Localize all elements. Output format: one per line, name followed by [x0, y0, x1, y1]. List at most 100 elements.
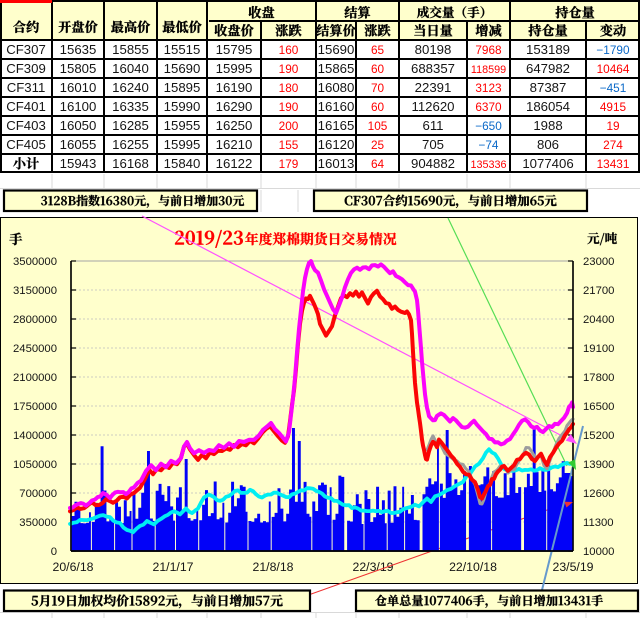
svg-text:CF311: CF311	[7, 80, 46, 95]
svg-text:15995: 15995	[164, 137, 201, 152]
svg-text:4915: 4915	[600, 100, 627, 114]
svg-text:350000: 350000	[19, 517, 57, 529]
svg-text:15635: 15635	[60, 42, 97, 57]
svg-text:16500: 16500	[583, 401, 614, 413]
svg-text:CF405: CF405	[6, 137, 46, 152]
svg-text:16040: 16040	[112, 61, 149, 76]
svg-text:7968: 7968	[475, 43, 502, 57]
svg-text:2100000: 2100000	[13, 372, 57, 384]
svg-text:15795: 15795	[216, 42, 253, 57]
svg-text:16010: 16010	[60, 80, 97, 95]
svg-text:1988: 1988	[533, 118, 562, 133]
svg-text:1750000: 1750000	[13, 401, 57, 413]
svg-text:186054: 186054	[526, 99, 570, 114]
svg-text:22/3/19: 22/3/19	[352, 560, 393, 574]
svg-text:23000: 23000	[583, 256, 614, 268]
svg-text:16080: 16080	[318, 80, 355, 95]
svg-text:10000: 10000	[583, 546, 614, 558]
svg-text:6370: 6370	[475, 100, 502, 114]
svg-text:23/5/19: 23/5/19	[552, 560, 593, 574]
svg-text:15200: 15200	[583, 430, 614, 442]
svg-text:15690: 15690	[164, 61, 201, 76]
svg-text:19: 19	[606, 119, 619, 133]
svg-text:65: 65	[371, 43, 385, 57]
svg-text:180: 180	[279, 81, 299, 95]
svg-text:15865: 15865	[318, 61, 355, 76]
svg-text:11300: 11300	[583, 517, 614, 529]
svg-text:16210: 16210	[216, 137, 253, 152]
svg-text:CF401: CF401	[6, 99, 46, 114]
svg-text:16290: 16290	[216, 99, 253, 114]
svg-text:160: 160	[279, 43, 299, 57]
svg-text:−1790: −1790	[596, 43, 630, 57]
svg-text:105: 105	[368, 119, 388, 133]
svg-text:64: 64	[371, 157, 385, 171]
svg-text:1050000: 1050000	[13, 459, 57, 471]
svg-text:700000: 700000	[19, 488, 57, 500]
svg-text:16120: 16120	[318, 137, 355, 152]
svg-text:16100: 16100	[60, 99, 97, 114]
svg-text:16335: 16335	[112, 99, 149, 114]
svg-text:3123: 3123	[475, 81, 502, 95]
svg-text:705: 705	[422, 137, 444, 152]
svg-text:806: 806	[537, 137, 559, 152]
svg-text:10464: 10464	[597, 62, 630, 76]
svg-text:19100: 19100	[583, 343, 614, 355]
svg-text:21700: 21700	[583, 285, 614, 297]
svg-text:190: 190	[279, 62, 299, 76]
svg-text:15515: 15515	[164, 42, 201, 57]
svg-text:−451: −451	[600, 81, 627, 95]
svg-text:15990: 15990	[164, 99, 201, 114]
svg-text:16285: 16285	[112, 118, 149, 133]
svg-text:16168: 16168	[112, 156, 149, 171]
svg-text:0: 0	[51, 546, 57, 558]
svg-text:118599: 118599	[471, 64, 506, 76]
svg-text:16240: 16240	[112, 80, 149, 95]
svg-text:22391: 22391	[415, 80, 452, 95]
svg-text:16160: 16160	[318, 99, 355, 114]
svg-text:190: 190	[279, 100, 299, 114]
svg-text:2800000: 2800000	[13, 314, 57, 326]
svg-text:611: 611	[422, 118, 443, 133]
svg-text:16165: 16165	[318, 118, 355, 133]
svg-text:22/10/18: 22/10/18	[449, 560, 497, 574]
svg-text:3500000: 3500000	[13, 256, 57, 268]
svg-text:135336: 135336	[470, 159, 506, 171]
svg-text:25: 25	[371, 138, 385, 152]
svg-text:87387: 87387	[530, 80, 567, 95]
svg-text:179: 179	[279, 157, 299, 171]
svg-text:15690: 15690	[318, 42, 355, 57]
svg-text:20/6/18: 20/6/18	[52, 560, 93, 574]
svg-text:155: 155	[279, 138, 299, 152]
svg-text:688357: 688357	[411, 61, 455, 76]
svg-text:CF307: CF307	[6, 42, 46, 57]
svg-text:16250: 16250	[216, 118, 253, 133]
svg-text:CF309: CF309	[6, 61, 46, 76]
svg-text:15805: 15805	[60, 61, 97, 76]
svg-text:200: 200	[279, 119, 299, 133]
svg-text:60: 60	[371, 62, 385, 76]
svg-text:16255: 16255	[112, 137, 149, 152]
svg-text:80198: 80198	[415, 42, 452, 57]
svg-text:70: 70	[371, 81, 385, 95]
svg-text:13431: 13431	[597, 157, 630, 171]
svg-text:−74: −74	[478, 138, 498, 152]
svg-text:15895: 15895	[164, 80, 201, 95]
svg-text:112620: 112620	[411, 99, 454, 114]
svg-text:13900: 13900	[583, 459, 614, 471]
svg-text:15943: 15943	[60, 156, 97, 171]
svg-text:21/8/18: 21/8/18	[252, 560, 293, 574]
svg-text:2450000: 2450000	[13, 343, 57, 355]
svg-text:16122: 16122	[216, 156, 253, 171]
svg-text:153189: 153189	[526, 42, 570, 57]
svg-text:−650: −650	[475, 119, 502, 133]
svg-text:20400: 20400	[583, 314, 614, 326]
svg-text:904882: 904882	[411, 156, 455, 171]
svg-text:12600: 12600	[583, 488, 614, 500]
svg-text:274: 274	[603, 138, 623, 152]
svg-text:1077406: 1077406	[522, 156, 573, 171]
svg-text:15995: 15995	[216, 61, 253, 76]
svg-text:CF403: CF403	[6, 118, 46, 133]
svg-text:15855: 15855	[112, 42, 149, 57]
svg-text:16013: 16013	[318, 156, 355, 171]
